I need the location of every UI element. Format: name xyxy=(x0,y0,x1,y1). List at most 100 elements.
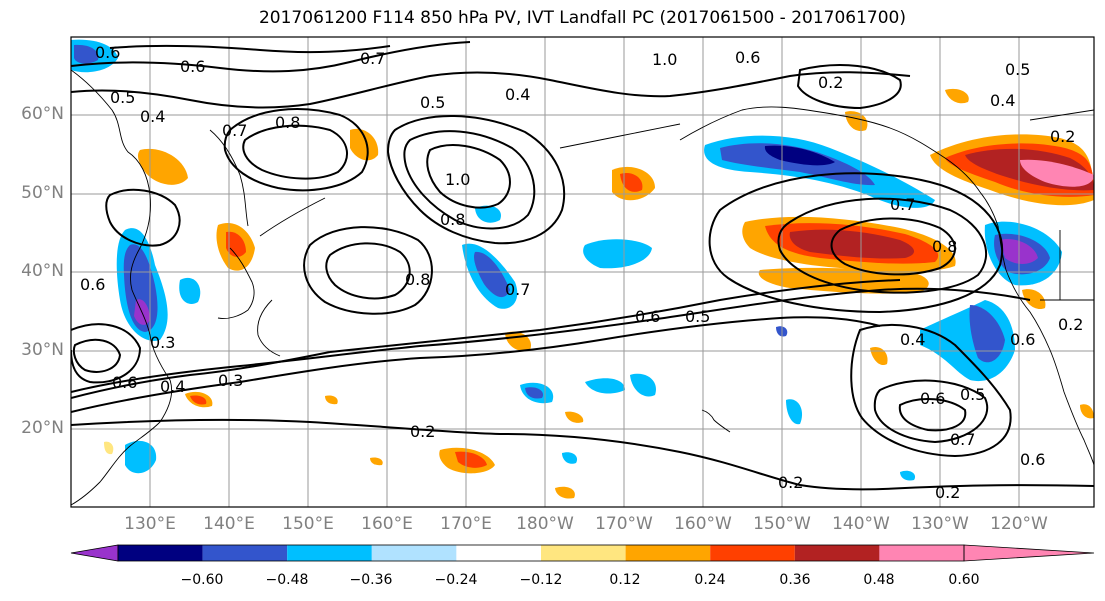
contour-0.7-upper xyxy=(109,44,391,54)
coast-na-west xyxy=(997,225,1094,466)
contour-label: 0.6 xyxy=(80,275,105,294)
map-frame xyxy=(70,36,1095,508)
contour-0.2-gulf xyxy=(796,64,902,110)
contour-label: 0.6 xyxy=(1010,330,1035,349)
colorbar-outline xyxy=(117,544,965,562)
shade-neg-sub5 xyxy=(562,452,578,464)
colorbar-tick-label: 0.48 xyxy=(863,572,895,588)
contour-0.5-ca xyxy=(873,379,988,444)
shade-neg-ab1 xyxy=(179,277,201,304)
contour-0.6-ca xyxy=(898,398,967,432)
lat-label: 50°N xyxy=(21,183,64,203)
contour-label: 0.6 xyxy=(95,43,120,62)
contour-label: 1.0 xyxy=(652,50,677,69)
contour-label: 0.7 xyxy=(360,49,385,68)
contour-label: 0.5 xyxy=(960,385,985,404)
lon-label: 160°E xyxy=(361,514,413,534)
contour-0.7-ne xyxy=(777,197,988,294)
colorbar-segment xyxy=(202,545,288,561)
contour-label: 1.0 xyxy=(445,170,470,189)
lon-label: 140°E xyxy=(203,514,255,534)
shade-neg-mid xyxy=(583,239,652,269)
colorbar-tick-label: 0.60 xyxy=(948,572,980,588)
lon-label: 170°W xyxy=(595,514,653,534)
coast-alaska xyxy=(679,106,999,227)
contour-label: 0.2 xyxy=(1050,127,1075,146)
shade-pos-hawaii-core xyxy=(455,451,487,468)
contour-label: 0.6 xyxy=(635,307,660,326)
contour-0.6-jet xyxy=(329,279,901,353)
shade-pos-small1 xyxy=(845,111,868,132)
contour-label: 0.6 xyxy=(180,57,205,76)
colorbar-tick-label: −0.60 xyxy=(180,572,224,588)
contour-0.8-kam xyxy=(242,124,348,180)
colorbar-tick-label: 0.24 xyxy=(694,572,726,588)
contour-label: 0.8 xyxy=(275,113,300,132)
coastlines xyxy=(71,69,1094,506)
shade-pos-small10 xyxy=(370,457,383,466)
contour-0.8-ne xyxy=(830,217,956,276)
contour-label: 0.4 xyxy=(990,91,1015,110)
contour-label: 0.7 xyxy=(950,430,975,449)
shade-pos-small6 xyxy=(555,486,575,499)
colorbar-tick-label: 0.36 xyxy=(779,572,811,588)
coast-hawaii xyxy=(701,409,731,433)
shade-neg-sub4 xyxy=(786,399,803,425)
coast-asia xyxy=(71,69,173,506)
coast-sakhalin xyxy=(257,299,281,357)
colorbar-tick-label: 0.12 xyxy=(609,572,641,588)
lon-label: 170°E xyxy=(440,514,492,534)
contour-labels: 0.6 0.6 0.7 0.5 0.4 0.7 0.8 1.0 0.8 0.8 … xyxy=(80,43,1083,502)
colorbar-tick-label: −0.12 xyxy=(519,572,563,588)
lat-label: 60°N xyxy=(21,104,64,124)
contour-0.5-upper xyxy=(71,71,911,109)
lon-label: 130°E xyxy=(124,514,176,534)
contour-label: 0.4 xyxy=(160,377,185,396)
contour-label: 0.8 xyxy=(405,270,430,289)
contour-label: 0.2 xyxy=(410,422,435,441)
contour-label: 0.5 xyxy=(110,88,135,107)
contour-0.7-kam xyxy=(223,108,369,192)
colorbar-tick-label: −0.24 xyxy=(434,572,478,588)
lon-label: 150°E xyxy=(282,514,334,534)
shade-neg-small1 xyxy=(475,205,501,223)
colorbar-tick-label: −0.48 xyxy=(265,572,309,588)
shade-pos-small9 xyxy=(1080,404,1094,419)
shade-neg-sub3 xyxy=(630,373,656,397)
lon-label: 130°W xyxy=(911,514,969,534)
contour-label: 0.4 xyxy=(505,85,530,104)
colorbar-segment xyxy=(541,545,626,561)
shade-pos-aleut-core xyxy=(620,172,643,192)
shade-pos-small4-core xyxy=(190,395,207,405)
colorbar-segment xyxy=(625,545,711,561)
contour-0.7-ring xyxy=(386,115,566,245)
contour-label: 0.7 xyxy=(222,121,247,140)
colorbar-segment xyxy=(118,545,203,561)
contour-label: 0.5 xyxy=(420,93,445,112)
contour-label: 0.6 xyxy=(112,373,137,392)
shade-pos-small8 xyxy=(1022,289,1046,310)
contour-0.6-upper xyxy=(71,41,471,73)
lon-label: 120°W xyxy=(990,514,1048,534)
lat-label: 40°N xyxy=(21,261,64,281)
contour-0.7-center xyxy=(303,226,433,315)
colorbar xyxy=(70,544,1095,562)
shade-pos-small2 xyxy=(945,88,969,104)
contour-0.4-ca xyxy=(850,324,1012,458)
contour-label: 0.4 xyxy=(140,107,165,126)
colorbar-segment xyxy=(710,545,795,561)
lon-label: 140°W xyxy=(832,514,890,534)
contour-0.6-sw xyxy=(72,338,122,373)
coast-kamchatka xyxy=(209,129,249,227)
colorbar-segment xyxy=(371,545,457,561)
shade-pos-small11 xyxy=(325,395,338,405)
shade-pos-small5 xyxy=(565,411,584,423)
contour-label: 0.2 xyxy=(778,473,803,492)
colorbar-tick-label: −0.36 xyxy=(349,572,393,588)
contour-label: 0.3 xyxy=(150,333,175,352)
shade-neg-nw-corner-core xyxy=(74,44,99,64)
contour-0.2-south xyxy=(71,418,1094,491)
contour-1.0-ring xyxy=(426,144,511,209)
colorbar-extend-high-arrow xyxy=(963,544,1095,562)
lat-label: 30°N xyxy=(21,340,64,360)
